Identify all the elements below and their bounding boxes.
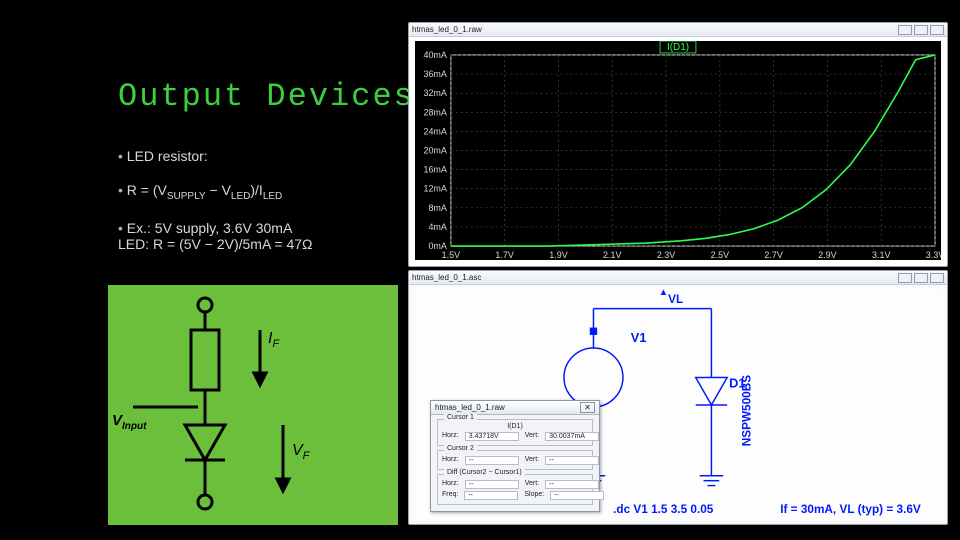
svg-text:32mA: 32mA xyxy=(423,88,446,98)
minimize-icon[interactable] xyxy=(898,25,912,35)
bullet-list: LED resistor: R = (VSUPPLY − VLED)/ILED … xyxy=(118,130,313,253)
svg-text:VL: VL xyxy=(668,293,683,306)
schematic-window-title: htmas_led_0_1.asc xyxy=(412,273,481,282)
cursor-diff-group: Diff (Cursor2 − Cursor1) Horz:--Vert:-- … xyxy=(437,474,593,505)
led-circuit-diagram: IF VF VInput xyxy=(108,285,398,525)
svg-text:V1: V1 xyxy=(631,330,647,345)
svg-text:8mA: 8mA xyxy=(428,203,446,213)
svg-text:1.5V: 1.5V xyxy=(442,250,460,260)
maximize-icon[interactable] xyxy=(914,25,928,35)
svg-text:2.9V: 2.9V xyxy=(818,250,836,260)
cursor2-group: Cursor 2 Horz:--Vert:-- xyxy=(437,450,593,470)
bullet-3: Ex.: 5V supply, 3.6V 30mA LED: R = (5V −… xyxy=(118,220,313,252)
svg-text:4mA: 4mA xyxy=(428,222,446,232)
svg-text:24mA: 24mA xyxy=(423,126,446,136)
svg-text:VInput: VInput xyxy=(112,412,147,432)
svg-text:1.7V: 1.7V xyxy=(495,250,513,260)
svg-text:▸: ▸ xyxy=(658,289,669,296)
cursor-dialog-title: htmas_led_0_1.raw xyxy=(435,403,505,412)
maximize-icon[interactable] xyxy=(914,273,928,283)
svg-text:.dc V1 1.5 3.5 0.05: .dc V1 1.5 3.5 0.05 xyxy=(613,503,714,516)
svg-text:16mA: 16mA xyxy=(423,165,446,175)
svg-text:2.3V: 2.3V xyxy=(657,250,675,260)
svg-text:IF: IF xyxy=(268,330,280,350)
close-icon[interactable] xyxy=(930,25,944,35)
close-icon[interactable] xyxy=(930,273,944,283)
svg-text:3.3V: 3.3V xyxy=(926,250,941,260)
svg-text:I(D1): I(D1) xyxy=(667,42,689,53)
svg-text:2.7V: 2.7V xyxy=(764,250,782,260)
svg-text:28mA: 28mA xyxy=(423,107,446,117)
svg-text:VF: VF xyxy=(292,442,311,462)
minimize-icon[interactable] xyxy=(898,273,912,283)
page-title: Output Devices xyxy=(118,78,415,115)
bullet-1: LED resistor: xyxy=(118,148,313,164)
bullet-2: R = (VSUPPLY − VLED)/ILED xyxy=(118,182,313,202)
svg-text:20mA: 20mA xyxy=(423,145,446,155)
svg-text:2.5V: 2.5V xyxy=(711,250,729,260)
svg-text:3.1V: 3.1V xyxy=(872,250,890,260)
close-icon[interactable]: ✕ xyxy=(580,402,595,413)
cursor-dialog[interactable]: htmas_led_0_1.raw ✕ Cursor 1 I(D1) Horz:… xyxy=(430,400,600,512)
svg-text:2.1V: 2.1V xyxy=(603,250,621,260)
svg-text:40mA: 40mA xyxy=(423,50,446,60)
window-controls[interactable] xyxy=(898,273,944,283)
iv-chart: 40mA36mA32mA28mA24mA20mA16mA12mA8mA4mA0m… xyxy=(415,41,941,260)
svg-text:NSPW500BS: NSPW500BS xyxy=(741,375,754,447)
svg-text:If = 30mA, VL (typ) = 3.6V: If = 30mA, VL (typ) = 3.6V xyxy=(780,503,921,516)
plot-window[interactable]: htmas_led_0_1.raw 40mA 36mA 32mA 28mA 24mA 20… xyxy=(408,22,948,267)
svg-text:12mA: 12mA xyxy=(423,184,446,194)
svg-text:1.9V: 1.9V xyxy=(549,250,567,260)
window-controls[interactable] xyxy=(898,25,944,35)
cursor1-group: Cursor 1 I(D1) Horz:3.43718VVert:30.0037… xyxy=(437,419,593,446)
svg-text:36mA: 36mA xyxy=(423,69,446,79)
plot-window-title: htmas_led_0_1.raw xyxy=(412,25,482,34)
